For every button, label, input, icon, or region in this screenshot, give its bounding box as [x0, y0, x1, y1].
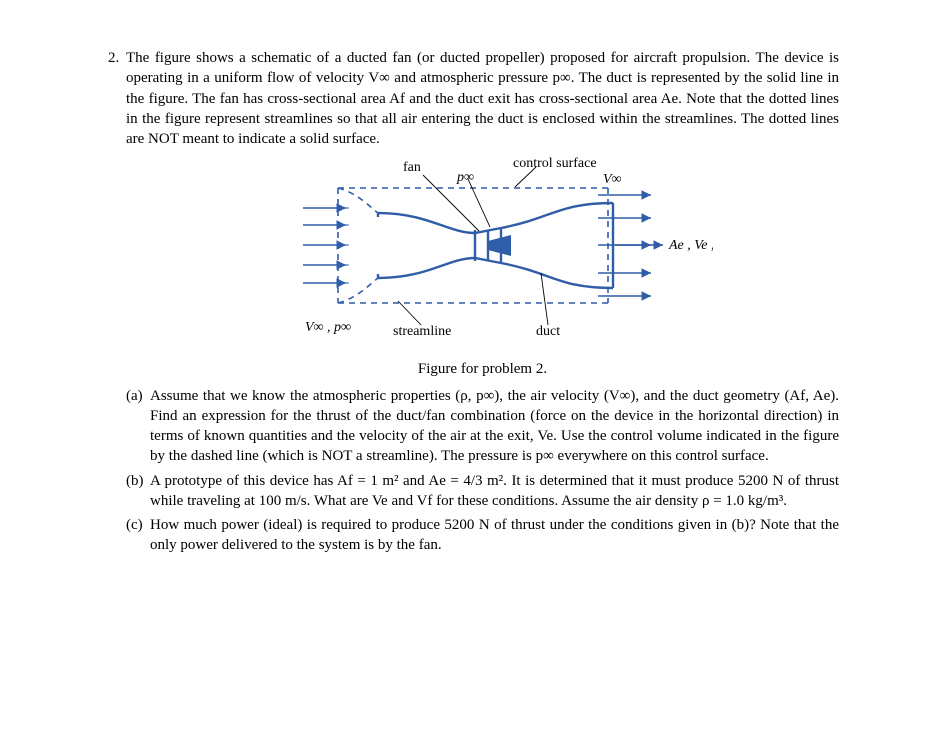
svg-text:duct: duct — [536, 324, 560, 339]
problem-block: 2. The figure shows a schematic of a duc… — [108, 48, 839, 556]
svg-text:p∞: p∞ — [456, 170, 474, 185]
part-b-label: (b) — [126, 471, 150, 512]
part-a-label: (a) — [126, 386, 150, 467]
figure-caption: Figure for problem 2. — [418, 359, 547, 379]
part-a: (a) Assume that we know the atmospheric … — [126, 386, 839, 467]
problem-number: 2. — [108, 48, 126, 556]
svg-text:V∞ , p∞: V∞ , p∞ — [305, 320, 351, 335]
part-c-label: (c) — [126, 515, 150, 556]
svg-text:Ae , Ve , p∞: Ae , Ve , p∞ — [668, 238, 713, 253]
svg-text:streamline: streamline — [393, 324, 451, 339]
ducted-fan-figure: fan control surface p∞ V∞ Ae , Ve , p∞ V∞ , p… — [253, 153, 713, 353]
problem-statement: The figure shows a schematic of a ducted… — [126, 48, 839, 149]
subparts: (a) Assume that we know the atmospheric … — [126, 386, 839, 556]
page: 2. The figure shows a schematic of a duc… — [0, 0, 944, 752]
svg-text:V∞: V∞ — [603, 172, 622, 187]
svg-text:control surface: control surface — [513, 156, 597, 171]
part-b-text: A prototype of this device has Af = 1 m²… — [150, 471, 839, 512]
figure-wrapper: fan control surface p∞ V∞ Ae , Ve , p∞ V∞ , p… — [126, 153, 839, 379]
problem-body: The figure shows a schematic of a ducted… — [126, 48, 839, 556]
svg-text:fan: fan — [403, 160, 421, 175]
part-c: (c) How much power (ideal) is required t… — [126, 515, 839, 556]
part-a-text: Assume that we know the atmospheric prop… — [150, 386, 839, 467]
part-b: (b) A prototype of this device has Af = … — [126, 471, 839, 512]
part-c-text: How much power (ideal) is required to pr… — [150, 515, 839, 556]
